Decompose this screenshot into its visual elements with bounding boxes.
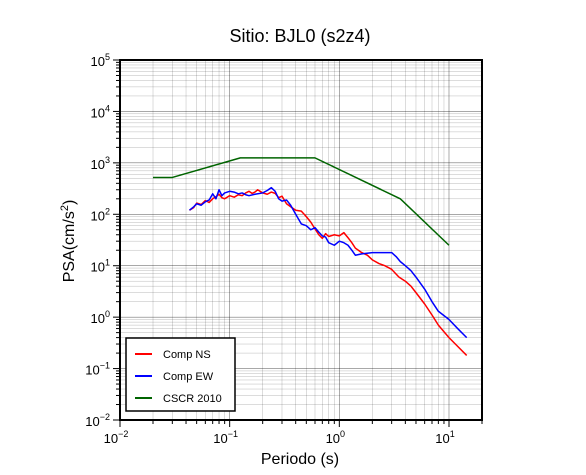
y-axis-label-end: ) [61,200,78,205]
series-layer [153,157,468,356]
plot-frame [119,59,483,421]
y-axis-label: PSA(cm/s2) [59,200,78,283]
legend-label-1: Comp EW [163,371,214,383]
chart-title: Sitio: BJL0 (s2z4) [229,26,370,46]
x-tick-label: 10−1 [213,429,238,446]
legend-entries: Comp NS Comp EW CSCR 2010 [135,349,222,405]
y-tick-label: 10−1 [85,361,110,378]
y-tick-label: 100 [91,309,110,326]
y-tick-label: 102 [91,206,110,223]
y-axis-label-sup: 2 [59,205,71,211]
y-tick-label: 103 [91,155,110,172]
legend: Comp NS Comp EW CSCR 2010 [125,337,236,412]
y-tick-label: 101 [91,258,110,275]
y-axis-label-base: PSA(cm/s [61,211,78,282]
x-tick-label: 10−2 [104,429,129,446]
y-tick-label: 104 [91,103,110,120]
tick-labels: 10−2 10−1 100 101 10−2 10−1 100 101 102 103 104 105 [85,52,454,446]
axis-ticks [113,59,483,427]
x-tick-label: 100 [326,429,345,446]
y-tick-label: 105 [91,52,110,69]
series-line-1 [188,186,468,339]
legend-label-2: CSCR 2010 [163,393,222,405]
legend-label-0: Comp NS [163,349,211,361]
y-tick-label: 10−2 [85,412,110,429]
series-line-0 [189,189,468,356]
series-line-2 [153,157,450,246]
x-tick-label: 101 [435,429,454,446]
x-axis-label: Periodo (s) [261,451,339,468]
grid [119,59,483,421]
